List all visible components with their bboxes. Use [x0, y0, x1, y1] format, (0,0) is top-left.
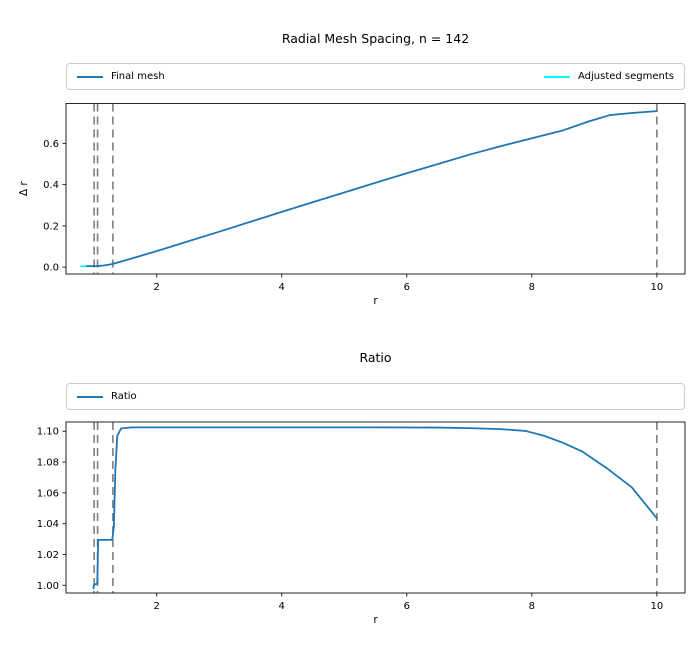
plot-frame — [65, 103, 686, 275]
y-tick-label: 1.06 — [37, 488, 59, 499]
legend-label: Adjusted segments — [577, 70, 674, 82]
legend-item-ratio: Ratio — [77, 390, 137, 402]
plot-frame — [65, 421, 686, 594]
spacing-plot-legend: Final mesh Adjusted segments — [66, 63, 685, 90]
y-axis-ticks: 1.00 1.02 1.04 1.06 1.08 1.10 — [37, 427, 66, 592]
ratio-plot-legend: Ratio — [66, 383, 685, 410]
segment-boundary-vlines — [93, 422, 658, 593]
legend-item-final-mesh: Final mesh — [77, 70, 165, 82]
x-axis-ticks: 2 4 6 8 10 — [153, 593, 663, 612]
axes-radial-mesh-spacing-n-142: 2 4 6 8 10 0.0 0.2 0.4 0.6 r Δ r — [18, 103, 686, 307]
y-tick-label: 0.6 — [43, 139, 59, 150]
final-mesh-line — [85, 110, 658, 268]
legend-line-swatch — [543, 75, 570, 78]
y-tick-label: 1.04 — [37, 519, 59, 530]
y-tick-label: 1.10 — [37, 427, 59, 438]
y-tick-label: 1.00 — [37, 581, 59, 592]
legend-line-swatch — [77, 75, 103, 78]
x-tick-label: 10 — [650, 601, 663, 612]
segment-boundary-vlines — [93, 103, 658, 274]
ratio-line — [92, 426, 658, 590]
x-tick-label: 8 — [529, 282, 535, 293]
axes-ratio: 2 4 6 8 10 1.00 1.02 1.04 1.06 1.08 1.10 r — [37, 421, 686, 626]
y-tick-label: 1.02 — [37, 550, 59, 561]
legend-line-swatch — [77, 395, 103, 398]
x-tick-label: 8 — [529, 601, 535, 612]
x-tick-label: 2 — [153, 282, 159, 293]
ratio-plot-title: Ratio — [359, 350, 392, 365]
legend-item-adjusted-segments: Adjusted segments — [543, 70, 674, 82]
x-tick-label: 2 — [153, 601, 159, 612]
x-tick-label: 10 — [650, 282, 663, 293]
x-axis-ticks: 2 4 6 8 10 — [153, 274, 663, 293]
y-tick-label: 0.4 — [43, 180, 59, 191]
y-tick-label: 0.2 — [43, 221, 59, 232]
x-tick-label: 6 — [404, 601, 410, 612]
y-tick-label: 0.0 — [43, 263, 59, 274]
y-tick-label: 1.08 — [37, 458, 59, 469]
y-axis-ticks: 0.0 0.2 0.4 0.6 — [43, 139, 66, 274]
x-tick-label: 6 — [404, 282, 410, 293]
legend-label: Final mesh — [111, 70, 165, 82]
x-axis-label: r — [373, 614, 378, 626]
x-tick-label: 4 — [279, 601, 285, 612]
x-tick-label: 4 — [279, 282, 285, 293]
legend-label: Ratio — [111, 390, 137, 402]
spacing-plot-title: Radial Mesh Spacing, n = 142 — [281, 31, 470, 46]
y-axis-label: Δ r — [18, 181, 30, 197]
x-axis-label: r — [373, 295, 378, 307]
